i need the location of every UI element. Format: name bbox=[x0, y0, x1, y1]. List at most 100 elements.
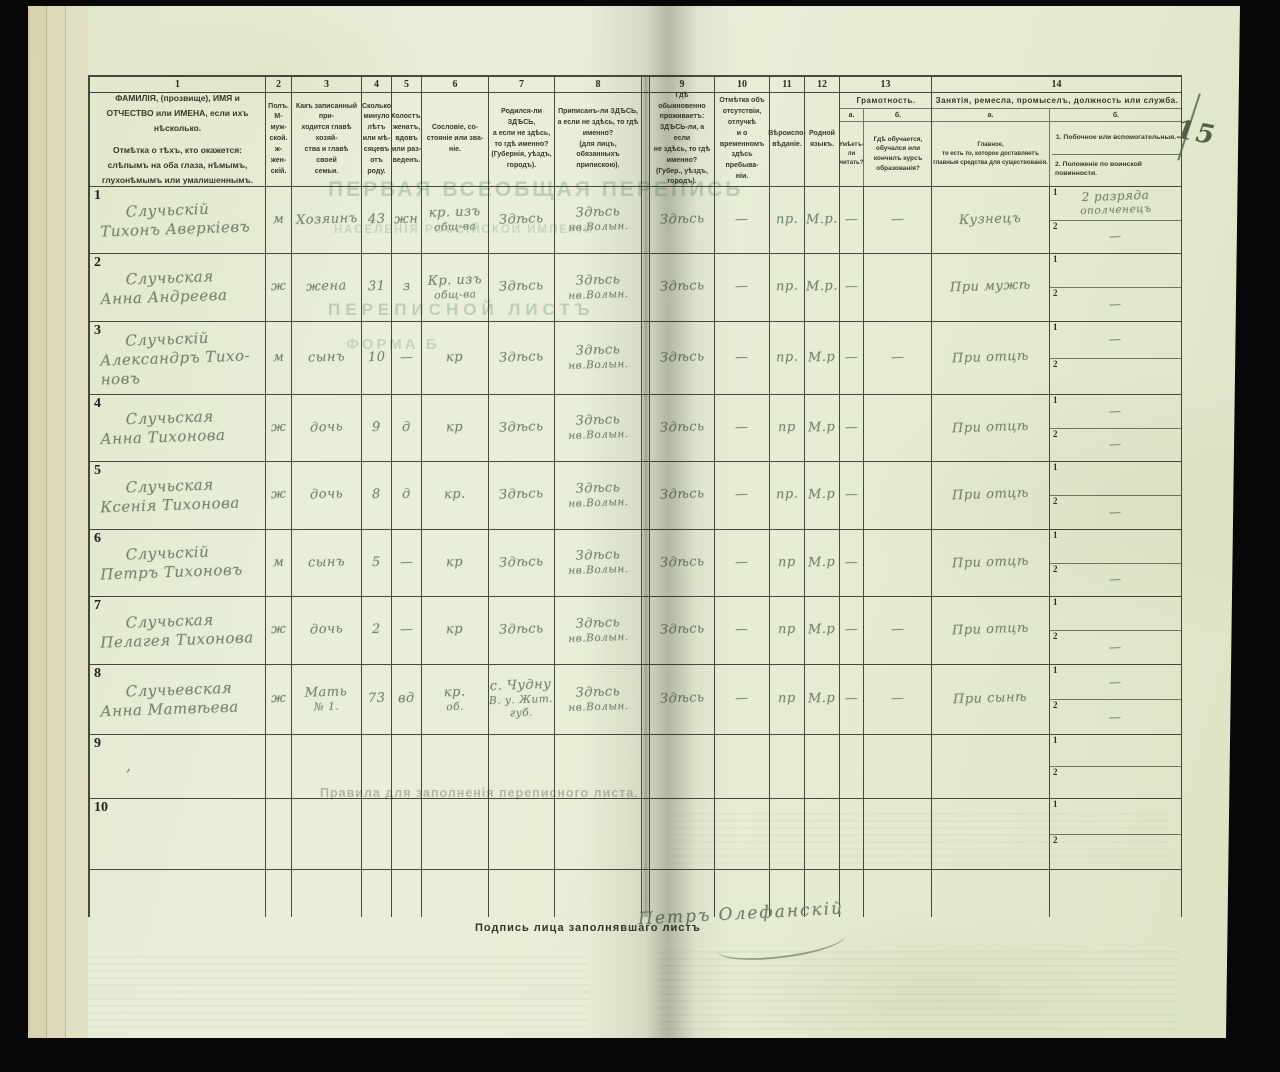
header-literacy-title: Грамотность. bbox=[840, 93, 932, 109]
row-6-estate: кр bbox=[422, 530, 489, 597]
row-5-language: М.р bbox=[805, 462, 840, 530]
grid-continuation bbox=[292, 870, 362, 917]
row-5-relation: дочь bbox=[292, 462, 362, 530]
row-1-birthplace: Здѣсь bbox=[489, 187, 555, 254]
row-10-language bbox=[805, 799, 840, 870]
row-6-name: 6 Случьскій Петръ Тихоновъ bbox=[90, 530, 266, 597]
row-5-name: 5 Случьская Ксенія Тихонова bbox=[90, 462, 266, 530]
row-2-name: 2 Случьская Анна Андреева bbox=[90, 254, 266, 322]
row-2-birthplace: Здѣсь bbox=[489, 254, 555, 322]
row-7-age: 2 bbox=[362, 597, 392, 665]
side-label-2: 2 bbox=[1053, 700, 1058, 710]
bleedthrough-text-block bbox=[658, 950, 1178, 1030]
row-6-relation: сынъ bbox=[292, 530, 362, 597]
row-9-religion bbox=[770, 735, 805, 799]
row-3-religion: пр. bbox=[770, 322, 805, 395]
row-1-registration: Здѣсь нв.Волын. bbox=[555, 187, 642, 254]
grid-continuation bbox=[422, 870, 489, 917]
page-fold bbox=[642, 93, 650, 187]
row-1-religion: пр. bbox=[770, 187, 805, 254]
row-6-residence: Здѣсь bbox=[650, 530, 715, 597]
row-6-occupation-main: При отцѣ bbox=[932, 530, 1050, 597]
col-number-9: 9 bbox=[650, 77, 715, 93]
grid-continuation bbox=[266, 870, 292, 917]
header-relation: Какъ записанный при- ходится главѣ хозяй… bbox=[292, 93, 362, 187]
row-2-age: 31 bbox=[362, 254, 392, 322]
page-fold bbox=[642, 77, 650, 93]
row-5-estate: кр. bbox=[422, 462, 489, 530]
col-number-11: 11 bbox=[770, 77, 805, 93]
row-7-relation: дочь bbox=[292, 597, 362, 665]
row-9-relation bbox=[292, 735, 362, 799]
header-literacy-group: Грамотность. а. б. Умѣетъ- ли читать? Гд… bbox=[839, 93, 932, 187]
bleedthrough-text-block bbox=[88, 954, 588, 1028]
row-4-estate: кр bbox=[422, 395, 489, 462]
row-2-language: М.р. bbox=[805, 254, 840, 322]
header-marital: Холостъ, женатъ, вдовъ или раз- веденъ. bbox=[391, 93, 422, 187]
header-literacy-read: Умѣетъ- ли читать? bbox=[839, 122, 864, 186]
row-9-language bbox=[805, 735, 840, 799]
row-10-religion bbox=[770, 799, 805, 870]
header-literacy-b-label: б. bbox=[864, 109, 932, 122]
row-1-literacy-school: — bbox=[864, 187, 932, 254]
row-3-estate: кр bbox=[422, 322, 489, 395]
row-6-registration: Здѣсь нв.Волын. bbox=[555, 530, 642, 597]
row-7-literacy-read: — bbox=[840, 597, 864, 665]
row-6-occupation-side: 1 2— bbox=[1050, 530, 1182, 597]
row-10-birthplace bbox=[489, 799, 555, 870]
header-sex: Полъ. М-муж- ской. ж-жен- скій. bbox=[266, 93, 292, 187]
row-6-absence: — bbox=[715, 530, 770, 597]
page-fold bbox=[642, 665, 650, 735]
row-4-occupation-main: При отцѣ bbox=[932, 395, 1050, 462]
header-religion: Вѣроиспо- вѣданіе. bbox=[768, 93, 806, 187]
row-3-sex: м bbox=[266, 322, 292, 395]
row-8-relation: Мать № 1. bbox=[292, 665, 362, 735]
row-number-10: 10 bbox=[94, 800, 108, 815]
row-6-side-1: 1 bbox=[1050, 530, 1181, 564]
page-fold bbox=[642, 597, 650, 665]
row-2-estate: Кр. изъ общ-ва bbox=[422, 254, 489, 322]
col-number-10: 10 bbox=[715, 77, 770, 93]
row-2-marital: з bbox=[392, 254, 422, 322]
row-6-literacy-school bbox=[864, 530, 932, 597]
row-9-name: 9, bbox=[90, 735, 266, 799]
side-label-2: 2 bbox=[1053, 288, 1058, 298]
row-9-sex bbox=[266, 735, 292, 799]
row-5-literacy-read: — bbox=[840, 462, 864, 530]
row-4-name: 4 Случьская Анна Тихонова bbox=[90, 395, 266, 462]
row-9-age bbox=[362, 735, 392, 799]
row-number-8: 8 bbox=[94, 666, 101, 681]
row-5-residence: Здѣсь bbox=[650, 462, 715, 530]
row-10-occupation-main bbox=[932, 799, 1050, 870]
row-8-literacy-school: — bbox=[864, 665, 932, 735]
row-number-7: 7 bbox=[94, 598, 101, 613]
col-number-13: 13 bbox=[840, 77, 932, 93]
row-8-birthplace: с. Чудну В. у. Жит. губ. bbox=[489, 665, 555, 735]
header-literacy-a-label: а. bbox=[840, 109, 864, 122]
grid-continuation bbox=[1050, 870, 1182, 917]
header-name-line1: ФАМИЛІЯ, (прозвище), ИМЯ и ОТЧЕСТВО или … bbox=[106, 92, 249, 134]
row-3-occupation-main: При отцѣ bbox=[932, 322, 1050, 395]
header-age: Сколько минуло лѣтъ или мѣ- сяцевъ отъ р… bbox=[362, 93, 392, 187]
row-10-residence bbox=[650, 799, 715, 870]
row-3-side-1: 1— bbox=[1050, 322, 1181, 359]
row-7-name: 7 Случьская Пелагея Тихонова bbox=[90, 597, 266, 665]
col-number-8: 8 bbox=[555, 77, 642, 93]
row-10-age bbox=[362, 799, 392, 870]
page-fold bbox=[642, 530, 650, 597]
row-number-1: 1 bbox=[94, 188, 101, 203]
row-3-registration: Здѣсь нв.Волын. bbox=[555, 322, 642, 395]
row-8-language: М.р bbox=[805, 665, 840, 735]
row-7-estate: кр bbox=[422, 597, 489, 665]
grid-continuation bbox=[715, 870, 770, 917]
row-7-side-2: 2— bbox=[1053, 631, 1122, 655]
grid-continuation bbox=[489, 870, 555, 917]
row-7-side-1: 1 bbox=[1050, 597, 1181, 631]
side-label-1: 1 bbox=[1053, 799, 1058, 809]
side-label-2: 2 bbox=[1053, 834, 1058, 845]
header-occupation-a-label: а. bbox=[932, 109, 1050, 122]
row-5-side-2: 2— bbox=[1053, 496, 1122, 520]
row-3-absence: — bbox=[715, 322, 770, 395]
